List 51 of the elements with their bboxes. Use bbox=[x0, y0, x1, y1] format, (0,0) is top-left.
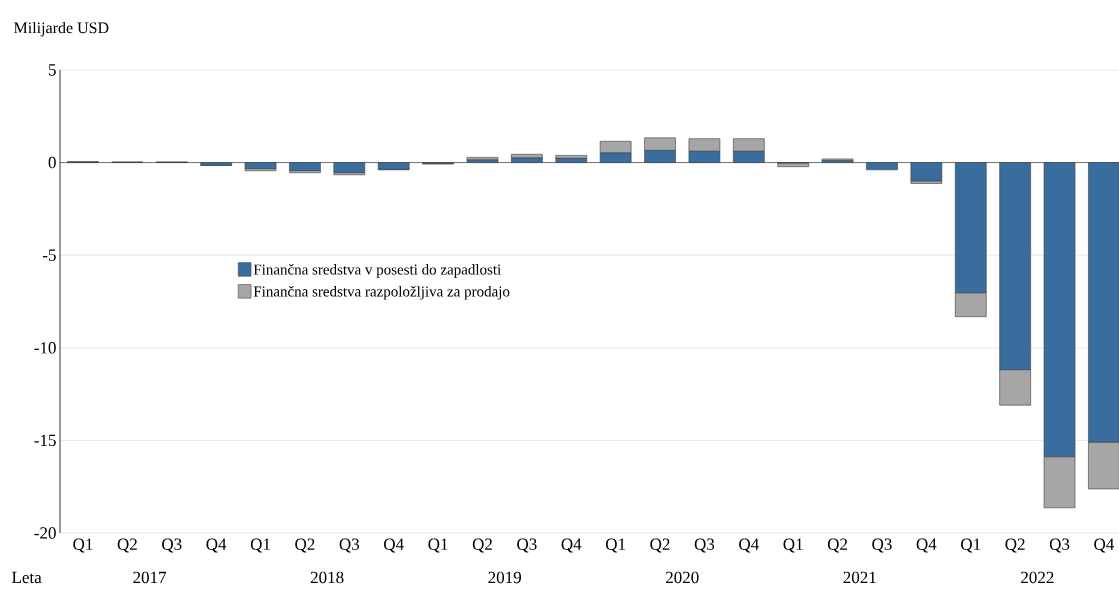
bar bbox=[999, 162, 1031, 370]
y-tick-label: -10 bbox=[34, 342, 56, 354]
x-tick-label: Q4 bbox=[1094, 538, 1115, 553]
x-tick-label: Q1 bbox=[605, 538, 626, 553]
x-tick-label: Q4 bbox=[916, 538, 937, 553]
x-tick-label: Q2 bbox=[1005, 538, 1025, 553]
y-tick-label: -15 bbox=[34, 434, 56, 447]
y-tick-label: -5 bbox=[42, 249, 56, 261]
y-axis-title: Milijarde USD bbox=[13, 21, 109, 37]
text: 2019 bbox=[488, 571, 521, 584]
x-tick-label: Q3 bbox=[872, 538, 892, 553]
x-tick-label: Q1 bbox=[73, 538, 93, 553]
y-tick-label: -20 bbox=[34, 527, 56, 539]
bar bbox=[999, 369, 1031, 406]
x-tick-label: Q1 bbox=[783, 538, 803, 553]
bar bbox=[1043, 162, 1076, 457]
text: 2017 bbox=[133, 571, 167, 584]
x-tick-label: Q3 bbox=[162, 538, 182, 553]
x-tick-label: Q3 bbox=[694, 538, 715, 553]
text: 2018 bbox=[310, 571, 344, 584]
x-tick-label: Q2 bbox=[117, 538, 137, 553]
x-tick-label: Q3 bbox=[1049, 538, 1070, 553]
bar bbox=[954, 292, 987, 317]
bar bbox=[1088, 162, 1119, 443]
x-tick-label: Q2 bbox=[827, 538, 848, 553]
bar bbox=[1088, 441, 1119, 490]
bar bbox=[733, 138, 765, 152]
x-tick-label: Q2 bbox=[650, 538, 670, 553]
bar bbox=[377, 162, 410, 170]
x-tick-label: Q4 bbox=[206, 538, 227, 553]
x-tick-label: Q4 bbox=[384, 538, 404, 553]
text: 2021 bbox=[843, 571, 876, 584]
bar bbox=[954, 162, 987, 294]
y-tick-label: 5 bbox=[48, 64, 56, 76]
x-tick-label: Q4 bbox=[739, 538, 759, 553]
x-tick-label: Q1 bbox=[428, 538, 448, 553]
text: 2022 bbox=[1021, 571, 1054, 584]
x-tick-label: Q3 bbox=[339, 538, 360, 553]
legend-label: Finančna sredstva v posesti do zapadlosti bbox=[253, 264, 501, 278]
text: Leta bbox=[12, 571, 42, 584]
x-tick-label: Q4 bbox=[561, 538, 582, 553]
text: 2020 bbox=[665, 571, 699, 584]
x-tick-label: Q2 bbox=[295, 538, 315, 553]
legend-label: Finančna sredstva razpoložljiva za prodajo bbox=[253, 285, 510, 300]
x-tick-label: Q2 bbox=[472, 538, 492, 553]
x-tick-label: Q1 bbox=[250, 538, 270, 553]
y-tick-label: 0 bbox=[48, 156, 56, 169]
x-tick-label: Q1 bbox=[961, 538, 981, 553]
bar bbox=[644, 137, 676, 151]
bar bbox=[1043, 456, 1076, 509]
x-tick-label: Q3 bbox=[517, 538, 537, 553]
